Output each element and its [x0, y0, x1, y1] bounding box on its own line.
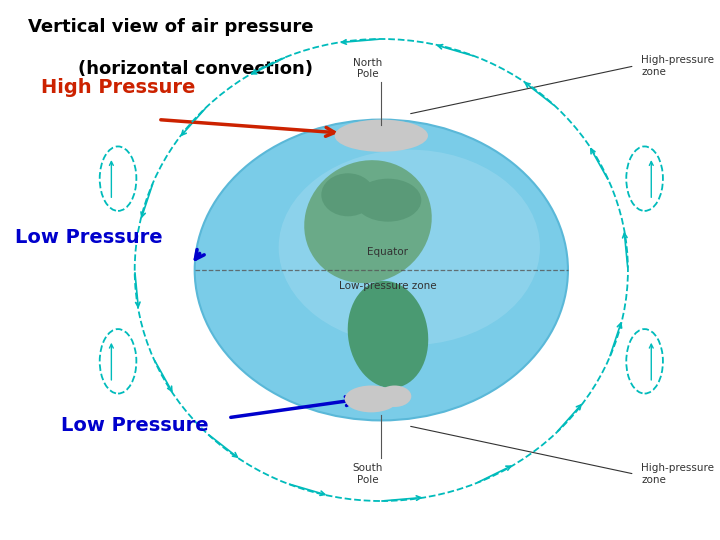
- Ellipse shape: [348, 281, 428, 388]
- Text: High Pressure: High Pressure: [41, 78, 196, 97]
- Ellipse shape: [194, 119, 568, 421]
- Text: High-pressure
zone: High-pressure zone: [642, 55, 714, 77]
- Ellipse shape: [279, 150, 540, 345]
- Ellipse shape: [335, 119, 428, 152]
- Text: Equator: Equator: [367, 247, 408, 256]
- Ellipse shape: [345, 386, 398, 413]
- Text: Low Pressure: Low Pressure: [61, 416, 209, 435]
- Text: High-pressure
zone: High-pressure zone: [642, 463, 714, 485]
- Text: (horizontal convection): (horizontal convection): [28, 60, 313, 78]
- Ellipse shape: [321, 173, 374, 217]
- Ellipse shape: [305, 160, 432, 283]
- Text: Low-pressure zone: Low-pressure zone: [339, 281, 437, 291]
- Text: North
Pole: North Pole: [354, 58, 382, 79]
- Text: Low Pressure: Low Pressure: [14, 228, 162, 247]
- Text: South
Pole: South Pole: [353, 463, 383, 485]
- Ellipse shape: [378, 386, 411, 407]
- Text: Vertical view of air pressure: Vertical view of air pressure: [28, 17, 313, 36]
- Ellipse shape: [355, 179, 421, 221]
